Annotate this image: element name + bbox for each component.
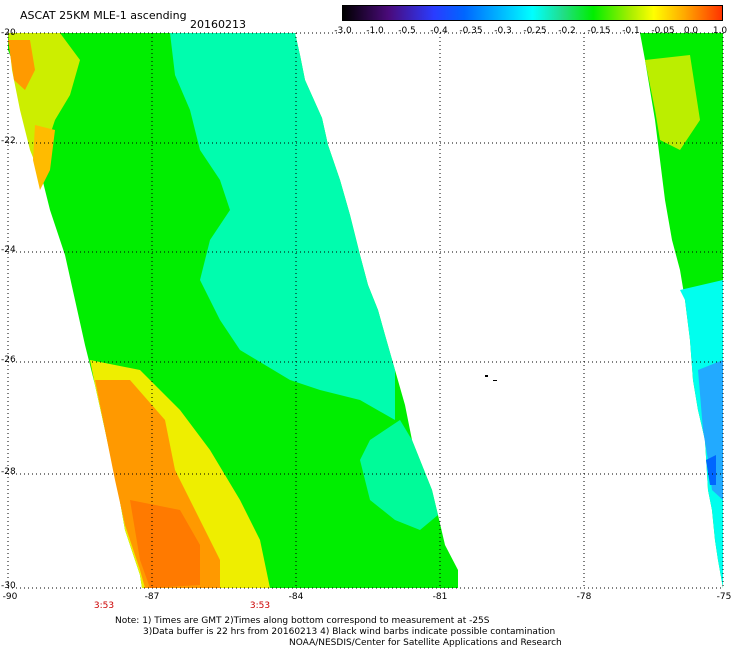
colorbar-tick: -0.05 xyxy=(651,26,675,36)
colorbar xyxy=(342,5,723,21)
lon-label: -90 xyxy=(2,592,18,602)
colorbar-tick: -0.5 xyxy=(398,26,416,36)
colorbar-tick: 1.0 xyxy=(712,26,728,36)
colorbar-tick: -0.1 xyxy=(622,26,640,36)
lat-label: -30 xyxy=(1,581,16,591)
colorbar-tick: -1.0 xyxy=(366,26,384,36)
swath-left-orange-region xyxy=(33,125,55,190)
swath-left-orange-region xyxy=(130,500,200,588)
swath-left-cyan-region xyxy=(170,33,395,420)
colorbar-tick: -0.35 xyxy=(459,26,483,36)
time-label: 3:53 xyxy=(93,601,115,611)
colorbar-tick: -0.25 xyxy=(523,26,547,36)
colorbar-tick: -0.15 xyxy=(587,26,611,36)
island-marker xyxy=(485,375,488,377)
map-date: 20160213 xyxy=(190,18,246,31)
swath-right xyxy=(640,33,723,588)
lon-label: -87 xyxy=(144,592,160,602)
map-grid xyxy=(7,32,724,589)
colorbar-tick: -3.0 xyxy=(334,26,352,36)
swath-right-blue-region xyxy=(698,360,723,500)
map-title: ASCAT 25KM MLE-1 ascending xyxy=(20,9,187,22)
lat-label: -20 xyxy=(1,28,16,38)
note-line-2: 3)Data buffer is 22 hrs from 20160213 4)… xyxy=(143,627,556,637)
colorbar-tick: -0.2 xyxy=(558,26,576,36)
island-marker xyxy=(493,380,497,381)
lat-label: -26 xyxy=(1,355,16,365)
swath-right-blue-region xyxy=(706,455,716,485)
note-line-1: Note: 1) Times are GMT 2)Times along bot… xyxy=(115,616,490,626)
colorbar-tick: -0.4 xyxy=(430,26,448,36)
time-label: 3:53 xyxy=(249,601,271,611)
lon-label: -78 xyxy=(576,592,592,602)
swath-left-orange-region xyxy=(8,40,35,90)
colorbar-tick: 0.0 xyxy=(683,26,699,36)
swath-right-cyan-region xyxy=(680,280,723,588)
lat-label: -24 xyxy=(1,245,16,255)
lat-label: -28 xyxy=(1,467,16,477)
colorbar-tick: -0.3 xyxy=(494,26,512,36)
lon-label: -81 xyxy=(432,592,448,602)
swath-left-cyan-region xyxy=(360,420,438,530)
note-line-3: NOAA/NESDIS/Center for Satellite Applica… xyxy=(289,638,562,648)
lon-label: -75 xyxy=(716,592,732,602)
lat-label: -22 xyxy=(1,136,16,146)
lon-label: -84 xyxy=(288,592,304,602)
swath-right-yellow-region xyxy=(645,55,700,150)
